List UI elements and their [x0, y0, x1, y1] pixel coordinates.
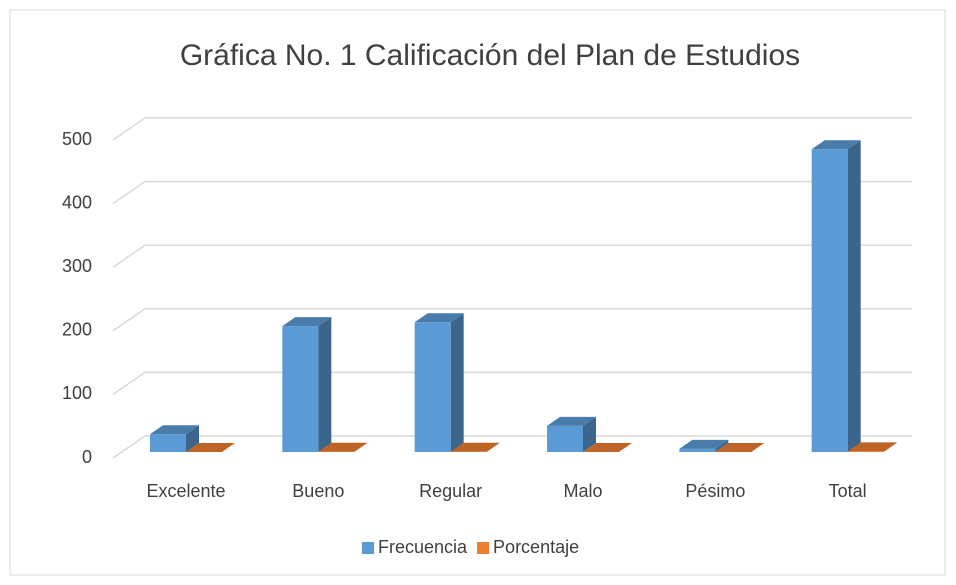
y-tick-label: 500	[62, 129, 92, 149]
x-tick-label: Excelente	[146, 481, 225, 501]
x-tick-label: Malo	[563, 481, 602, 501]
bar-side	[848, 140, 861, 452]
y-tick-label: 100	[62, 383, 92, 403]
bar	[547, 426, 583, 452]
x-tick-label: Total	[829, 481, 867, 501]
x-tick-label: Regular	[419, 481, 482, 501]
bar	[415, 322, 451, 452]
y-tick-label: 200	[62, 320, 92, 340]
y-tick-label: 400	[62, 192, 92, 212]
bar-side	[451, 313, 464, 452]
bar	[679, 449, 715, 452]
legend-swatch	[362, 542, 374, 554]
x-tick-label: Pésimo	[685, 481, 745, 501]
legend-label: Frecuencia	[378, 537, 468, 557]
bar	[282, 326, 318, 452]
y-tick-label: 0	[82, 447, 92, 467]
bar	[150, 434, 186, 452]
bar	[812, 149, 848, 452]
y-tick-label: 300	[62, 256, 92, 276]
legend-swatch	[477, 542, 489, 554]
x-tick-label: Bueno	[292, 481, 344, 501]
bar	[848, 451, 884, 452]
legend-label: Porcentaje	[493, 537, 579, 557]
bar-side	[318, 317, 331, 452]
chart-title: Gráfica No. 1 Calificación del Plan de E…	[180, 39, 800, 72]
